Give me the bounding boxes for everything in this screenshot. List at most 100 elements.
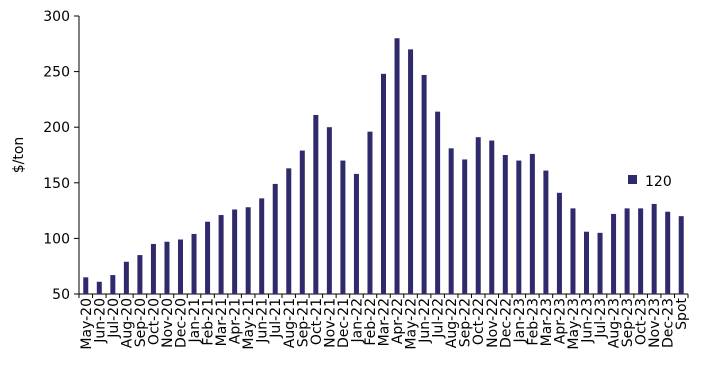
bar <box>381 73 386 294</box>
bar <box>83 277 89 294</box>
x-tick-label: Apr-22 <box>390 298 406 344</box>
x-tick-label: Dec-22 <box>498 298 514 348</box>
bar <box>516 160 522 294</box>
x-tick-label: Apr-21 <box>228 298 244 344</box>
y-ticks: 50 100 150 200 250 300 <box>43 9 79 303</box>
bar <box>570 208 576 294</box>
legend: 120 <box>628 174 672 190</box>
y-tick-label: 50 <box>52 287 70 303</box>
bars <box>83 38 684 294</box>
x-tick-label: May-22 <box>404 298 420 350</box>
bar <box>110 275 116 294</box>
y-tick-label: 100 <box>43 231 70 247</box>
bar <box>367 131 373 294</box>
x-tick-label: Nov-23 <box>647 298 663 348</box>
bar <box>205 221 211 294</box>
x-tick-label: Oct-21 <box>309 298 325 345</box>
x-tick-label: Feb-23 <box>525 298 541 346</box>
x-tick-label: Jun-23 <box>580 298 596 344</box>
bar <box>651 203 657 294</box>
bar <box>299 150 305 294</box>
bar <box>597 232 603 294</box>
y-tick-label: 250 <box>43 65 70 81</box>
x-tick-label: Jun-22 <box>417 298 433 344</box>
x-tick-label: Oct-23 <box>634 298 650 345</box>
bar <box>272 183 278 294</box>
x-tick-label: May-20 <box>79 298 95 350</box>
x-tick-label: May-23 <box>566 298 582 350</box>
x-tick-label: Nov-21 <box>322 298 338 348</box>
x-tick-label: Jan-23 <box>512 298 528 343</box>
x-tick-label: Mar-23 <box>539 298 555 346</box>
y-tick-label: 150 <box>43 176 70 192</box>
bar <box>313 114 319 294</box>
x-tick-label: Jul-23 <box>593 298 609 339</box>
bar <box>394 38 400 294</box>
legend-label: 120 <box>645 174 672 190</box>
bar <box>584 231 589 294</box>
bar <box>245 207 251 294</box>
x-ticks: May-20Jun-20Jul-20Aug-20Sep-20Oct-20Nov-… <box>78 294 690 350</box>
bar <box>218 215 224 294</box>
x-tick-label: Sep-21 <box>295 298 311 347</box>
bar <box>435 111 441 294</box>
x-tick-label: Aug-20 <box>119 298 135 348</box>
x-tick-label: Feb-21 <box>201 298 217 346</box>
x-tick-label: Dec-21 <box>336 298 352 348</box>
x-tick-label: Sep-23 <box>620 298 636 347</box>
bar <box>421 74 427 294</box>
bar <box>137 255 143 294</box>
bar <box>286 168 292 294</box>
bar <box>543 170 549 294</box>
bar <box>408 49 414 294</box>
x-tick-label: Jan-22 <box>349 298 365 343</box>
bar <box>489 140 495 294</box>
bar <box>259 198 265 294</box>
x-tick-label: Aug-22 <box>444 298 460 348</box>
bar <box>164 241 170 294</box>
legend-swatch <box>628 175 637 184</box>
x-tick-label: Oct-20 <box>146 298 162 345</box>
x-tick-label: Oct-22 <box>471 298 487 345</box>
x-tick-label: Mar-21 <box>214 298 230 346</box>
bar <box>502 155 508 294</box>
x-tick-label: Apr-23 <box>552 298 568 344</box>
bar <box>462 159 468 294</box>
bar <box>326 127 332 294</box>
bar <box>123 261 129 294</box>
bar <box>340 160 346 294</box>
bar <box>624 208 630 294</box>
x-tick-label: Jun-20 <box>92 298 108 344</box>
x-tick-label: Dec-20 <box>174 298 190 348</box>
bar <box>178 239 183 294</box>
x-tick-label: Mar-22 <box>377 298 393 346</box>
x-tick-label: Jan-21 <box>187 298 203 343</box>
x-tick-label: Jul-22 <box>431 298 447 339</box>
bar <box>665 211 671 294</box>
x-tick-label: May-21 <box>241 298 257 350</box>
x-tick-label: Spot <box>674 297 690 329</box>
x-tick-label: Sep-20 <box>133 298 149 347</box>
y-tick-label: 200 <box>43 120 70 136</box>
bar <box>232 209 238 294</box>
bar <box>475 137 481 294</box>
x-tick-label: Jul-20 <box>106 298 122 339</box>
bar <box>96 281 102 294</box>
bar <box>529 153 535 294</box>
bar <box>611 213 617 294</box>
bar <box>191 233 197 294</box>
bar <box>678 216 684 294</box>
bar <box>638 208 644 294</box>
y-tick-label: 300 <box>43 9 70 25</box>
x-tick-label: Feb-22 <box>363 298 379 346</box>
y-axis-title: $/ton <box>11 137 27 174</box>
x-tick-label: Dec-23 <box>661 298 677 348</box>
bar <box>556 192 562 294</box>
x-tick-label: Jun-21 <box>255 298 271 344</box>
x-tick-label: Jul-21 <box>268 298 284 339</box>
x-tick-label: Nov-20 <box>160 298 176 348</box>
bar <box>353 173 359 294</box>
bar <box>150 243 156 294</box>
x-tick-label: Sep-22 <box>458 298 474 347</box>
